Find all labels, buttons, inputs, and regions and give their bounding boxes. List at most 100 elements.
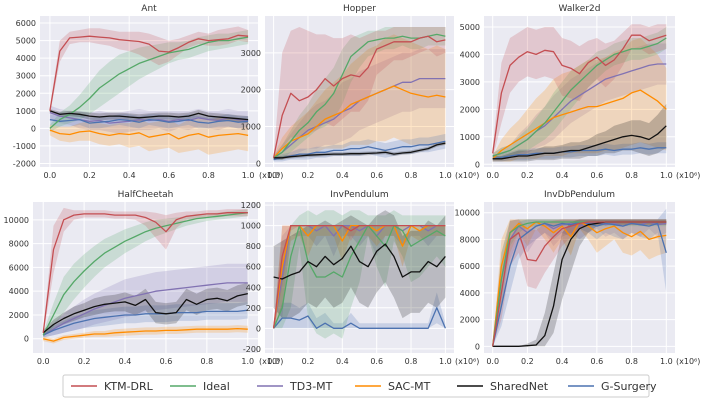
x-tick-label: 0.4 bbox=[123, 171, 136, 180]
band-ideal bbox=[49, 30, 249, 132]
band-sac-mt bbox=[492, 219, 667, 347]
y-tick-label: 2000 bbox=[460, 316, 480, 325]
panel-title: Walker2d bbox=[559, 4, 601, 14]
x-tick-label: 0.8 bbox=[405, 357, 418, 366]
y-tick-label: 1000 bbox=[241, 122, 261, 131]
band-ideal bbox=[492, 27, 667, 159]
line-sac-mt bbox=[273, 85, 446, 159]
x-scale-label: (x10⁶) bbox=[676, 171, 700, 180]
y-tick-label: 3000 bbox=[241, 49, 261, 58]
x-tick-label: 0.6 bbox=[160, 357, 173, 366]
x-tick-label: 0.6 bbox=[590, 357, 603, 366]
x-tick-label: 0.8 bbox=[625, 171, 638, 180]
legend-label: Ideal bbox=[203, 380, 230, 393]
x-scale-label: (x10⁶) bbox=[259, 357, 283, 366]
y-tick-label: 1200 bbox=[241, 201, 261, 210]
x-tick-label: 0.8 bbox=[200, 357, 213, 366]
line-ideal bbox=[42, 212, 248, 336]
band-sac-mt bbox=[273, 34, 446, 160]
x-tick-label: 0.6 bbox=[370, 357, 383, 366]
y-tick-label: 0 bbox=[31, 124, 36, 133]
y-tick-label: 3000 bbox=[460, 78, 480, 87]
panel-title: Hopper bbox=[343, 4, 376, 14]
band-sac-mt bbox=[273, 225, 446, 329]
legend: KTM-DRL Ideal TD3-MT SAC-MT SharedNet G-Surge… bbox=[62, 374, 657, 398]
y-tick-label: 2000 bbox=[241, 86, 261, 95]
x-tick-label: 0.8 bbox=[625, 357, 638, 366]
x-tick-label: 0.0 bbox=[267, 171, 280, 180]
band-sharednet bbox=[43, 282, 248, 336]
line-sharednet bbox=[49, 110, 249, 121]
x-tick-label: 1.0 bbox=[439, 171, 452, 180]
panel-title: InvDbPendulum bbox=[544, 190, 615, 200]
y-tick-label: 400 bbox=[246, 283, 261, 292]
band-sac-mt bbox=[49, 117, 249, 155]
line-ideal bbox=[49, 36, 249, 129]
x-tick-label: 1.0 bbox=[242, 171, 255, 180]
line-ktm-drl bbox=[492, 221, 667, 347]
x-tick-label: 0.2 bbox=[521, 357, 534, 366]
x-tick-label: 0.8 bbox=[405, 171, 418, 180]
y-tick-label: -200 bbox=[243, 345, 261, 354]
y-tick-label: 800 bbox=[246, 242, 261, 251]
y-tick-label: 1000 bbox=[460, 133, 480, 142]
panel-walker2d: 0 1000 2000 3000 4000 5000 0.0 0.2 0.4 0.6 0.8 1.0(… bbox=[460, 4, 701, 180]
line-ktm-drl bbox=[272, 35, 446, 158]
y-tick-label: 1000 bbox=[241, 222, 261, 231]
x-tick-label: 0.4 bbox=[336, 357, 349, 366]
x-tick-label: 0.2 bbox=[78, 357, 91, 366]
y-tick-label: 2000 bbox=[460, 105, 480, 114]
line-td3-mt bbox=[42, 282, 248, 336]
x-tick-label: 1.0 bbox=[660, 357, 673, 366]
x-tick-label: 0.0 bbox=[37, 357, 50, 366]
legend-label: TD3-MT bbox=[289, 380, 333, 393]
panel-title: InvPendulum bbox=[330, 190, 388, 200]
y-tick-label: 6000 bbox=[460, 262, 480, 271]
y-tick-label: 2000 bbox=[9, 311, 29, 320]
line-sharednet bbox=[492, 125, 667, 160]
y-tick-label: 200 bbox=[246, 304, 261, 313]
band-g-surgery bbox=[273, 292, 446, 329]
x-tick-label: 1.0 bbox=[439, 357, 452, 366]
line-g-surgery bbox=[42, 309, 248, 336]
line-ideal bbox=[273, 33, 446, 159]
y-tick-label: 0 bbox=[256, 159, 261, 168]
line-g-surgery bbox=[273, 307, 446, 329]
x-tick-label: 1.0 bbox=[241, 357, 254, 366]
band-td3-mt bbox=[492, 43, 667, 159]
x-tick-label: 0.0 bbox=[44, 171, 57, 180]
y-tick-label: 0 bbox=[475, 342, 480, 351]
x-tick-label: 0.0 bbox=[486, 357, 499, 366]
y-tick-label: -2000 bbox=[13, 159, 36, 168]
plot-area bbox=[265, 16, 454, 167]
band-g-surgery bbox=[43, 301, 248, 338]
x-scale-label: (x10⁶) bbox=[676, 357, 700, 366]
plot-area bbox=[33, 202, 258, 353]
x-tick-label: 0.8 bbox=[202, 171, 215, 180]
x-tick-label: 0.6 bbox=[370, 171, 383, 180]
y-tick-label: 4000 bbox=[16, 54, 36, 63]
line-ktm-drl bbox=[272, 224, 446, 329]
x-scale-label: (x10⁶) bbox=[259, 171, 283, 180]
line-sac-mt bbox=[492, 89, 667, 160]
line-ideal bbox=[273, 224, 446, 329]
band-sharednet bbox=[49, 109, 249, 124]
y-tick-label: 8000 bbox=[9, 240, 29, 249]
band-td3-mt bbox=[273, 49, 446, 160]
line-sharednet bbox=[273, 243, 446, 280]
x-tick-label: 0.4 bbox=[119, 357, 132, 366]
x-tick-label: 1.0 bbox=[660, 171, 673, 180]
y-tick-label: 2000 bbox=[16, 89, 36, 98]
x-tick-label: 0.2 bbox=[521, 171, 534, 180]
y-tick-label: 8000 bbox=[460, 235, 480, 244]
legend-label: G-Surgery bbox=[601, 380, 657, 393]
x-tick-label: 0.4 bbox=[556, 171, 569, 180]
line-ktm-drl bbox=[49, 34, 249, 111]
x-tick-label: 0.2 bbox=[302, 171, 315, 180]
x-tick-label: 0.2 bbox=[302, 357, 315, 366]
line-sharednet bbox=[273, 142, 446, 159]
line-sac-mt bbox=[43, 327, 248, 342]
y-tick-label: 0 bbox=[475, 160, 480, 169]
